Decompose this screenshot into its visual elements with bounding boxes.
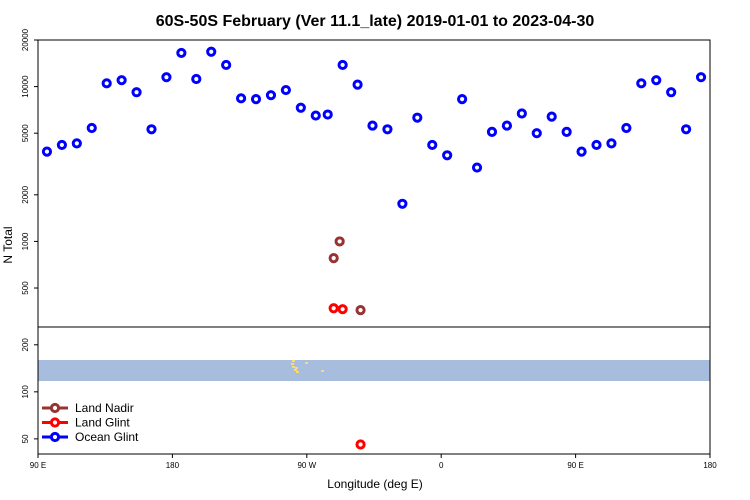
x-tick-label: 90 W <box>297 461 316 470</box>
ocean-glint-point <box>666 87 677 98</box>
y-tick-label: 2000 <box>21 185 30 203</box>
ocean-glint-point <box>352 79 363 90</box>
land-speck <box>296 371 299 373</box>
ocean-glint-point <box>382 124 393 135</box>
ocean-glint-point <box>546 111 557 122</box>
y-tick-label: 20000 <box>21 28 30 51</box>
land-nadir-point <box>334 236 345 247</box>
ocean-glint-point <box>516 108 527 119</box>
land-nadir-point <box>355 305 366 316</box>
y-tick-label: 200 <box>21 338 30 352</box>
ocean-glint-point <box>221 59 232 71</box>
land-speck <box>295 367 298 369</box>
ocean-glint-point <box>191 73 202 85</box>
land-speck <box>292 366 295 368</box>
ocean-glint-point <box>651 75 662 86</box>
map-band <box>38 360 710 381</box>
legend-item-land-nadir: Land Nadir <box>42 401 134 415</box>
ocean-glint-point <box>86 122 97 134</box>
ocean-glint-point <box>621 122 632 134</box>
ocean-glint-point <box>457 94 468 105</box>
legend-label: Land Nadir <box>75 401 134 415</box>
lower-panel-frame <box>37 326 711 455</box>
land-speck <box>305 362 308 364</box>
ocean-band <box>38 360 710 381</box>
land-speck <box>321 370 324 372</box>
ocean-glint-point <box>176 47 187 59</box>
legend-marker <box>49 417 61 428</box>
x-tick-label: 180 <box>703 461 717 470</box>
y-tick-label: 100 <box>21 385 30 399</box>
chart-title: 60S-50S February (Ver 11.1_late) 2019-01… <box>156 13 595 30</box>
ocean-glint-point <box>397 198 408 209</box>
ocean-glint-point <box>250 94 262 105</box>
ocean-glint-point <box>471 162 483 173</box>
ocean-glint-point <box>71 138 82 149</box>
ocean-glint-point <box>591 139 602 151</box>
ocean-glint-point <box>531 128 542 139</box>
land-glint-point <box>337 304 348 315</box>
ocean-glint-point <box>101 78 112 89</box>
ocean-glint-point <box>310 110 321 121</box>
ocean-glint-point <box>322 109 333 120</box>
y-tick-label: 50 <box>21 434 30 443</box>
ocean-glint-point <box>427 139 438 151</box>
y-tick-label: 10000 <box>21 75 30 98</box>
ocean-glint-point <box>161 72 172 83</box>
x-axis-title: Longitude (deg E) <box>327 477 422 491</box>
data-points <box>41 46 707 450</box>
ocean-glint-point <box>412 112 423 123</box>
land-nadir-point <box>328 253 339 264</box>
land-glint-point <box>355 439 366 450</box>
ocean-glint-point <box>561 126 572 137</box>
land-glint-point <box>328 303 339 314</box>
y-axis-title: N Total <box>1 226 15 263</box>
ocean-glint-point <box>367 120 378 131</box>
x-tick-label: 90 E <box>30 461 46 470</box>
ocean-glint-point <box>265 90 277 101</box>
ocean-glint-point <box>606 138 617 149</box>
legend-item-land-glint: Land Glint <box>42 416 130 430</box>
ocean-glint-point <box>235 93 247 104</box>
ocean-glint-point <box>442 150 453 161</box>
ocean-glint-point <box>206 46 217 57</box>
ocean-glint-point <box>295 102 306 113</box>
ocean-glint-point <box>486 126 498 137</box>
land-speck <box>294 369 297 371</box>
ocean-glint-point <box>695 72 707 83</box>
ocean-glint-point <box>131 87 142 98</box>
axis-ticks: 90 E 180 90 W 0 90 E 180 500 1000 2000 5000 10000 2… <box>21 28 717 470</box>
legend-label: Ocean Glint <box>75 430 139 444</box>
legend-marker <box>49 431 61 443</box>
ocean-glint-point <box>56 139 67 151</box>
ocean-glint-point <box>280 84 291 96</box>
y-tick-label: 500 <box>21 281 30 295</box>
x-tick-label: 180 <box>166 461 180 470</box>
land-speck <box>291 363 294 365</box>
ocean-glint-point <box>501 120 513 131</box>
legend-label: Land Glint <box>75 416 130 430</box>
ocean-glint-point <box>116 75 127 86</box>
land-speck <box>292 360 295 362</box>
y-tick-label: 1000 <box>21 232 30 250</box>
ocean-glint-point <box>576 146 587 157</box>
legend-marker <box>49 402 61 414</box>
x-tick-label: 90 E <box>567 461 583 470</box>
ocean-glint-point <box>337 59 348 71</box>
upper-panel-frame <box>37 39 711 328</box>
ocean-glint-point <box>636 78 647 89</box>
y-tick-label: 5000 <box>21 124 30 142</box>
ocean-glint-point <box>41 146 53 157</box>
ocean-glint-point <box>146 124 157 135</box>
x-tick-label: 0 <box>439 461 444 470</box>
ocean-glint-point <box>681 124 692 135</box>
legend-item-ocean-glint: Ocean Glint <box>42 430 139 444</box>
